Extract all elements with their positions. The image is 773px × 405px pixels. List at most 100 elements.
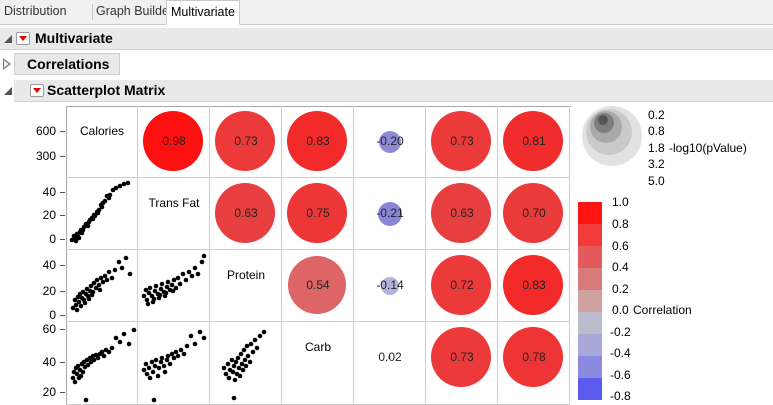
color-bar-segment xyxy=(578,290,602,312)
correlation-value: 0.73 xyxy=(234,134,258,148)
variable-name: Protein xyxy=(226,268,266,282)
correlation-circle xyxy=(431,255,491,315)
scatter-cell[interactable] xyxy=(138,322,210,405)
correlation-circle xyxy=(215,111,275,171)
tab-distribution[interactable]: Distribution xyxy=(4,4,67,18)
correlation-value: 0.78 xyxy=(522,350,546,364)
scatter-cell[interactable] xyxy=(66,250,138,322)
correlation-value: 0.63 xyxy=(450,206,474,220)
correlation-cell[interactable]: 0.63 xyxy=(426,178,498,250)
correlation-value: -0.14 xyxy=(376,278,404,292)
correlation-value: -0.20 xyxy=(376,134,404,148)
disclosure-open-icon[interactable] xyxy=(4,35,12,43)
outline-title: Multivariate xyxy=(35,30,113,46)
y-tick-label: 300 xyxy=(35,149,56,163)
scatter-plot xyxy=(70,255,133,313)
tab-graph-builder[interactable]: Graph Builder xyxy=(96,4,174,18)
y-tick-label: 40 xyxy=(42,258,56,272)
scatterplot-matrix-grid xyxy=(66,106,571,405)
scatter-cell[interactable] xyxy=(210,322,282,405)
color-bar-segment xyxy=(578,246,602,268)
y-tick-label: 0 xyxy=(49,232,56,246)
correlation-cell[interactable]: 0.63 xyxy=(210,178,282,250)
scatter-plot xyxy=(221,329,267,401)
correlation-value: 0.83 xyxy=(522,278,546,292)
diagonal-cell-calories: Calories xyxy=(66,106,138,178)
correlation-cell[interactable]: 0.73 xyxy=(210,106,282,178)
y-tick-label: 20 xyxy=(42,385,56,399)
correlation-circle xyxy=(215,183,275,243)
y-tick-mark xyxy=(60,329,65,330)
correlation-value: 0.73 xyxy=(450,134,474,148)
correlation-circle xyxy=(287,183,347,243)
correlation-cell[interactable]: 0.83 xyxy=(282,106,354,178)
correlation-circle xyxy=(503,255,563,315)
correlation-value: 0.81 xyxy=(522,134,546,148)
correlation-cell[interactable]: 0.73 xyxy=(426,106,498,178)
correlation-cell[interactable]: 0.81 xyxy=(498,106,570,178)
color-bar-segment xyxy=(578,312,602,334)
variable-name: Calories xyxy=(79,124,124,138)
correlation-circle xyxy=(388,356,391,359)
scatter-plot xyxy=(69,180,131,244)
scatter-plot xyxy=(141,329,207,403)
scatter-plot xyxy=(70,327,137,403)
correlation-cell[interactable]: 0.75 xyxy=(282,178,354,250)
tab-multivariate[interactable]: Multivariate xyxy=(166,0,240,25)
correlation-circle xyxy=(287,111,347,171)
y-tick-label: 60 xyxy=(42,322,56,336)
correlation-cell[interactable]: 0.98 xyxy=(138,106,210,178)
y-tick-label: 20 xyxy=(42,284,56,298)
scatter-cell[interactable] xyxy=(66,322,138,405)
correlation-value: 0.75 xyxy=(306,206,330,220)
red-triangle-menu-icon[interactable] xyxy=(30,84,44,97)
y-tick-label: 40 xyxy=(42,185,56,199)
tab-separator xyxy=(92,4,93,20)
correlation-circle xyxy=(431,327,491,387)
correlation-cell[interactable]: -0.14 xyxy=(354,250,426,322)
correlation-value: 0.98 xyxy=(162,134,186,148)
correlation-circle xyxy=(503,111,563,171)
correlations-outline-header[interactable]: Correlations xyxy=(3,53,120,75)
y-tick-mark xyxy=(60,362,65,363)
correlation-legend-value: -0.4 xyxy=(610,346,631,360)
correlation-legend-value: 0.8 xyxy=(612,217,629,231)
y-tick-mark xyxy=(60,265,65,266)
disclosure-closed-icon[interactable] xyxy=(3,58,11,70)
scatter-cell[interactable] xyxy=(138,250,210,322)
y-tick-mark xyxy=(60,291,65,292)
y-tick-mark xyxy=(60,392,65,393)
diagonal-cell-protein: Protein xyxy=(210,250,282,322)
correlation-circle xyxy=(503,183,563,243)
scatter-cell[interactable] xyxy=(66,178,138,250)
correlation-circle xyxy=(381,277,399,295)
correlation-cell[interactable]: 0.70 xyxy=(498,178,570,250)
pvalue-bubble-icon xyxy=(582,106,642,166)
correlation-cell[interactable]: 0.83 xyxy=(498,250,570,322)
correlation-cell[interactable]: 0.73 xyxy=(426,322,498,405)
disclosure-open-icon[interactable] xyxy=(4,87,12,95)
correlation-cell[interactable]: 0.54 xyxy=(282,250,354,322)
correlation-value: -0.21 xyxy=(376,206,404,220)
correlation-legend-value: -0.2 xyxy=(610,325,631,339)
correlation-cell[interactable]: -0.21 xyxy=(354,178,426,250)
correlation-legend-value: 0.6 xyxy=(612,239,629,253)
correlation-circle xyxy=(288,256,346,314)
correlation-value: 0.70 xyxy=(522,206,546,220)
correlation-cell[interactable]: 0.78 xyxy=(498,322,570,405)
correlation-value: 0.72 xyxy=(450,278,474,292)
y-tick-label: 20 xyxy=(42,208,56,222)
correlation-circle xyxy=(379,131,401,153)
correlation-value: 0.54 xyxy=(306,278,330,292)
correlation-cell[interactable]: 0.72 xyxy=(426,250,498,322)
scatterplot-matrix-outline-header[interactable]: Scatterplot Matrix xyxy=(4,80,773,102)
multivariate-outline-header[interactable]: Multivariate xyxy=(0,28,773,50)
correlation-circle xyxy=(378,202,402,226)
y-tick-mark xyxy=(60,192,65,193)
red-triangle-menu-icon[interactable] xyxy=(16,32,30,45)
y-tick-mark xyxy=(60,131,65,132)
color-bar-segment xyxy=(578,202,602,224)
correlation-cell[interactable]: -0.20 xyxy=(354,106,426,178)
correlation-cell[interactable]: 0.02 xyxy=(354,322,426,405)
color-bar-segment xyxy=(578,268,602,290)
